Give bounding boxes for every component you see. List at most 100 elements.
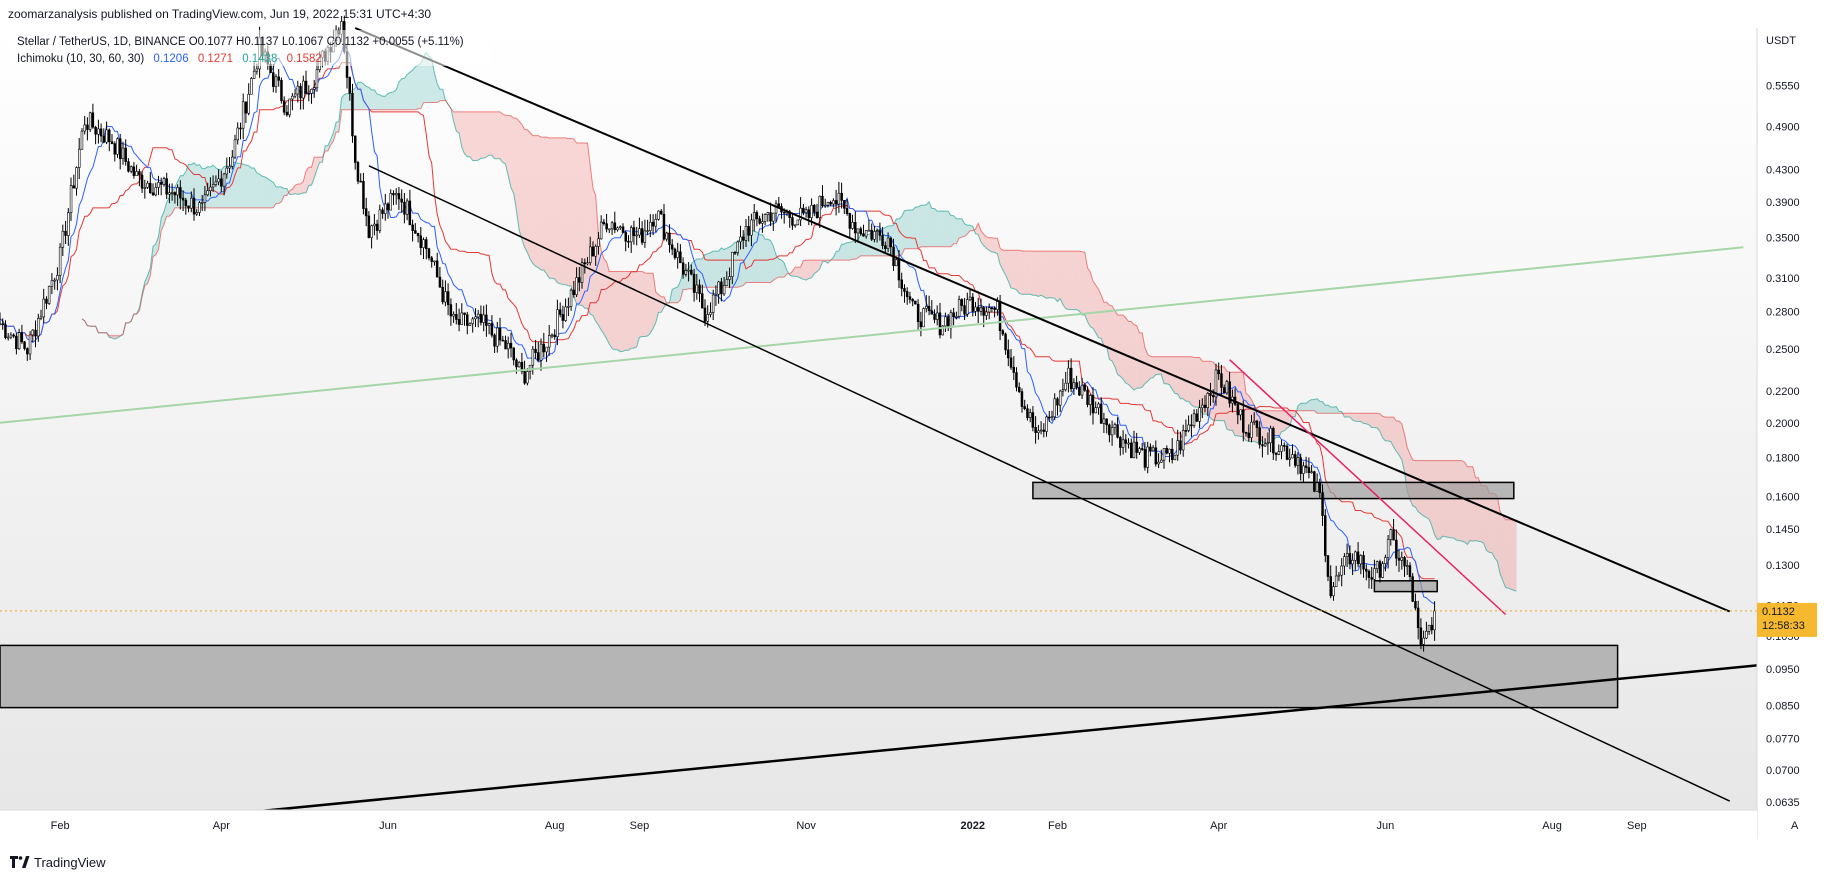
cloud-bearish-segment	[991, 237, 995, 253]
candle-up	[1280, 445, 1283, 452]
cloud-bearish-segment	[1169, 356, 1173, 390]
support-zone-small[interactable]	[1373, 580, 1438, 593]
cloud-bearish-segment	[510, 115, 514, 194]
candle-up	[774, 203, 778, 214]
cloud-bearish-segment	[614, 271, 618, 350]
cloud-bearish-segment	[1459, 460, 1462, 542]
candle-up	[460, 312, 463, 325]
candle-down	[662, 213, 666, 240]
cloud-bearish-segment	[535, 135, 539, 268]
candle-up	[1315, 482, 1319, 492]
candle-up	[487, 323, 491, 326]
cloud-bullish-segment	[407, 72, 410, 110]
candle-down	[577, 277, 581, 283]
cloud-bullish-segment	[388, 92, 391, 110]
candle-down	[1, 323, 4, 326]
candle-down	[1091, 395, 1095, 414]
candle-up	[252, 70, 256, 79]
rising-support-line[interactable]	[259, 664, 1758, 813]
candle-up	[575, 277, 578, 295]
candle-down	[1321, 492, 1324, 516]
cloud-bearish-segment	[1352, 413, 1356, 422]
cloud-bullish-segment	[956, 218, 960, 244]
price-chart[interactable]: 0.5550 0.4900 0.4300 0.3900 0.3500 0.3100 0.28…	[0, 0, 1834, 849]
candle-down	[20, 332, 24, 343]
auto-scale-button[interactable]: A	[1791, 820, 1799, 832]
price-tick-label: 0.1600	[1766, 492, 1800, 504]
cloud-bullish-segment	[336, 121, 339, 133]
candle-up	[588, 246, 592, 263]
cloud-bearish-segment	[1049, 251, 1053, 298]
candle-down	[424, 239, 428, 250]
candle-up	[580, 262, 584, 283]
candle-up	[1269, 428, 1272, 444]
candle-up	[979, 307, 983, 312]
candle-down	[1075, 382, 1078, 388]
cloud-bullish-segment	[382, 96, 386, 110]
cloud-bearish-segment	[806, 260, 809, 281]
candle-down	[542, 343, 545, 353]
price-tick-label: 0.0850	[1766, 701, 1800, 713]
cloud-bearish-segment	[1347, 413, 1350, 417]
candle-up	[1146, 446, 1149, 468]
candle-down	[151, 192, 155, 196]
cloud-bearish-segment	[500, 111, 503, 163]
cloud-bearish-segment	[658, 294, 662, 313]
cloud-bearish-segment	[803, 260, 807, 281]
cloud-bearish-segment	[519, 121, 522, 240]
candle-up	[1181, 430, 1185, 451]
ichimoku-legend: Ichimoku (10, 30, 60, 30) 0.1206 0.1271 …	[17, 53, 322, 65]
cloud-bearish-segment	[1016, 250, 1020, 294]
tradingview-logo-icon	[10, 856, 30, 868]
candle-down	[490, 323, 494, 336]
candle-down	[627, 240, 630, 243]
candle-down	[747, 226, 750, 236]
cloud-bearish-segment	[817, 260, 820, 272]
candle-down	[138, 171, 141, 176]
candle-down	[1069, 367, 1073, 390]
candle-up	[1192, 413, 1196, 426]
candle-up	[744, 226, 748, 241]
cloud-bearish-segment	[1109, 305, 1113, 362]
candle-down	[834, 200, 838, 205]
time-axis[interactable]: Feb Apr Jun Aug Sep Nov 2022 Feb Apr Jun Aug Sep	[51, 820, 1647, 832]
candle-down	[367, 215, 371, 238]
long-term-support-line[interactable]	[0, 246, 1744, 424]
cloud-bullish-segment	[371, 89, 375, 110]
candle-down	[99, 128, 103, 137]
cloud-bearish-segment	[543, 137, 547, 274]
cloud-bearish-segment	[814, 260, 818, 274]
cloud-bearish-segment	[1393, 417, 1397, 452]
candle-down	[397, 193, 401, 200]
candle-up	[6, 336, 10, 339]
tradingview-brand[interactable]: TradingView	[34, 854, 106, 870]
cloud-bullish-segment	[245, 165, 249, 208]
cloud-bullish-segment	[778, 258, 782, 278]
cloud-bearish-segment	[527, 129, 531, 260]
candle-up	[1291, 454, 1294, 459]
support-zone-middle[interactable]	[1032, 481, 1515, 500]
cloud-bearish-segment	[975, 223, 979, 235]
demand-zone-large[interactable]	[0, 644, 1619, 709]
candle-down	[905, 291, 909, 297]
cloud-bullish-segment	[1317, 398, 1320, 414]
cloud-bullish-segment	[849, 241, 853, 261]
cloud-bearish-segment	[1133, 324, 1137, 391]
short-term-resistance-line[interactable]	[1229, 359, 1507, 616]
candle-up	[236, 127, 240, 141]
cloud-bearish-segment	[483, 111, 487, 159]
cloud-bullish-segment	[267, 178, 271, 208]
cloud-bearish-segment	[1508, 519, 1512, 590]
cloud-bearish-segment	[489, 111, 492, 156]
time-tick-label: Apr	[1210, 820, 1227, 832]
cloud-bearish-segment	[1434, 460, 1438, 540]
candle-up	[856, 228, 860, 234]
channel-lower-line[interactable]	[368, 165, 1731, 802]
channel-upper-line[interactable]	[354, 27, 1731, 613]
candle-up	[771, 212, 775, 222]
candle-up	[154, 187, 158, 196]
trendlines[interactable]	[0, 27, 1758, 813]
cloud-bullish-segment	[390, 91, 394, 110]
cloud-bearish-segment	[1071, 251, 1074, 310]
cloud-bullish-segment	[756, 232, 760, 283]
